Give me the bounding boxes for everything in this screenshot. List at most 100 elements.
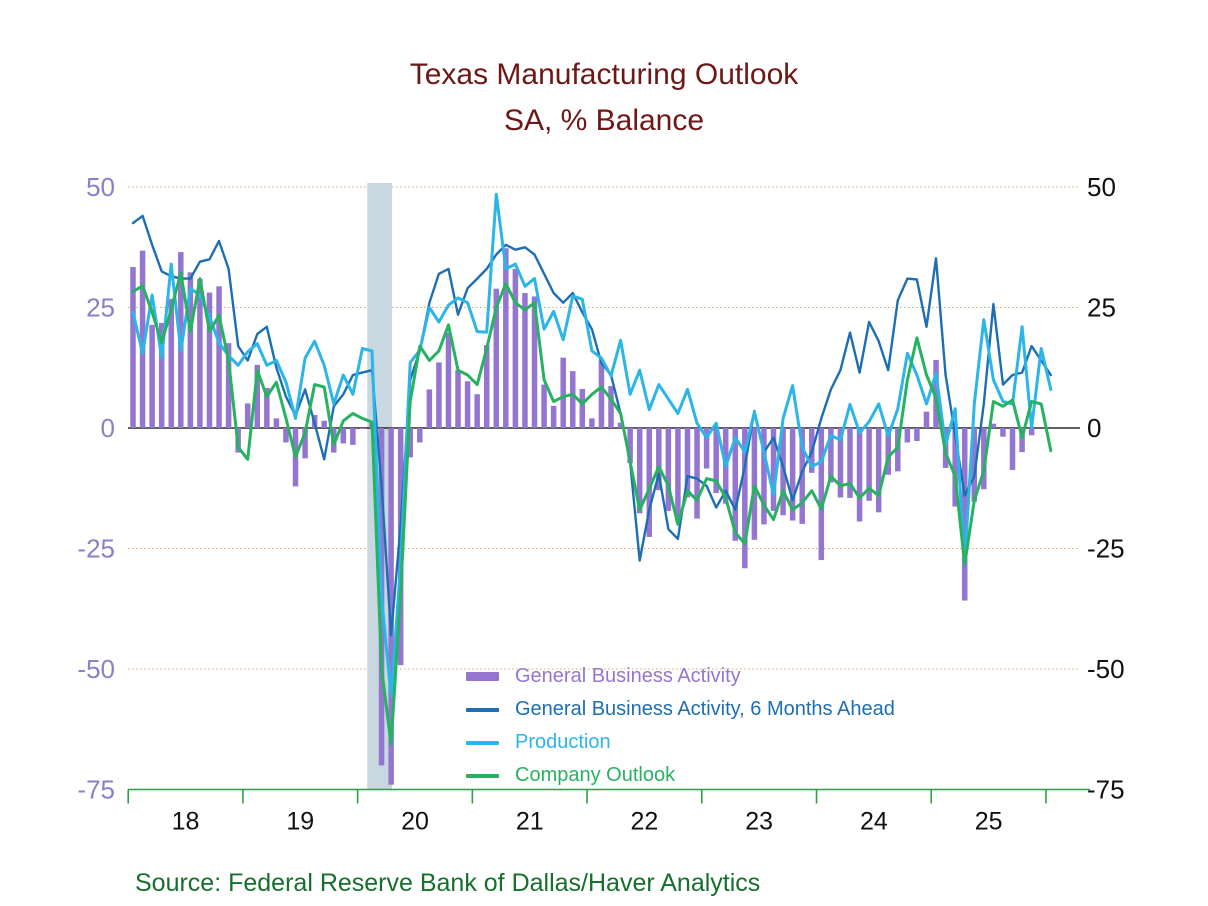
x-year-label: 18 — [172, 808, 200, 836]
bar — [627, 428, 633, 464]
bar — [273, 418, 280, 428]
bar — [579, 388, 586, 428]
legend-swatch-line-icon — [466, 773, 499, 778]
bar — [158, 322, 165, 428]
bar — [206, 292, 213, 428]
bar — [1000, 428, 1006, 437]
line-general-business-activity-6-months-ahead — [131, 214, 1053, 637]
bar — [713, 428, 719, 494]
y-right-label: -25 — [1087, 534, 1125, 564]
bar — [168, 298, 174, 428]
bar — [933, 360, 939, 428]
bar — [923, 411, 930, 428]
y-right-label: 50 — [1087, 172, 1116, 202]
bar — [225, 343, 232, 428]
chart-title-line2: SA, % Balance — [503, 104, 705, 137]
bar — [1028, 428, 1035, 436]
bar — [531, 296, 538, 428]
legend-label: Production — [515, 731, 611, 753]
bar — [684, 428, 691, 498]
bar — [560, 357, 566, 428]
bar — [847, 428, 853, 498]
bar — [130, 267, 136, 428]
bar — [340, 428, 347, 444]
y-right-label: 0 — [1087, 413, 1101, 443]
bar — [1019, 428, 1025, 453]
bar — [866, 428, 872, 501]
bar — [837, 428, 844, 498]
bar — [436, 362, 442, 428]
bar — [914, 428, 920, 442]
bar — [961, 428, 968, 601]
bar — [732, 428, 739, 541]
bar — [904, 428, 911, 443]
bar — [197, 279, 203, 428]
bar — [149, 324, 155, 428]
bar — [636, 428, 643, 514]
bar — [407, 428, 413, 458]
bar — [139, 250, 146, 428]
bar — [302, 428, 308, 459]
bar — [187, 272, 194, 428]
bar — [751, 428, 758, 540]
bar — [703, 428, 710, 469]
bar — [550, 405, 557, 428]
legend-swatch-bar-icon — [466, 672, 499, 681]
bar — [503, 248, 509, 428]
x-axis-labels: 18 19 20 21 22 23 24 25 — [172, 808, 1003, 836]
chart-title: Texas Manufacturing Outlook SA, % Balanc… — [0, 52, 1208, 144]
bar — [244, 403, 251, 428]
bar — [675, 428, 681, 522]
bar — [608, 386, 614, 428]
legend-label: General Business Activity — [515, 665, 741, 687]
bar — [780, 428, 786, 516]
bar — [761, 428, 767, 525]
bar — [895, 428, 901, 472]
bar — [216, 286, 222, 428]
bar — [455, 370, 461, 428]
bar — [512, 268, 519, 428]
bar — [885, 428, 891, 475]
bar — [598, 360, 605, 428]
bar — [474, 394, 480, 428]
bar — [417, 428, 423, 443]
legend-item-gba-6-months-ahead: General Business Activity, 6 Months Ahea… — [466, 693, 895, 726]
bar — [283, 428, 289, 443]
bar — [799, 428, 805, 524]
bar — [464, 381, 471, 428]
chart-legend: General Business Activity General Busine… — [466, 660, 895, 792]
y-left-label: -25 — [77, 534, 115, 564]
x-year-label: 24 — [860, 808, 888, 836]
line-company-outlook — [131, 271, 1053, 746]
bar — [589, 418, 595, 428]
y-left-label: 50 — [86, 172, 115, 202]
bar — [789, 428, 796, 521]
bar — [990, 423, 997, 428]
bar — [770, 428, 777, 511]
legend-item-production: Production — [466, 726, 895, 759]
bar — [971, 428, 978, 502]
y-left-label: 25 — [86, 293, 115, 323]
y-right-label: -50 — [1087, 654, 1125, 684]
bar — [426, 389, 433, 428]
chart-title-line1: Texas Manufacturing Outlook — [409, 58, 799, 91]
y-right-label: -75 — [1087, 775, 1125, 805]
x-year-label: 23 — [745, 808, 773, 836]
bar — [952, 428, 958, 507]
legend-label: Company Outlook — [515, 764, 676, 786]
bar — [483, 345, 490, 428]
bar — [359, 428, 366, 429]
y-axis-labels-right: 50 25 0 -25 -50 -75 — [1087, 172, 1125, 805]
bar — [981, 428, 987, 490]
bar — [694, 428, 700, 519]
bar — [541, 384, 547, 428]
bar — [875, 428, 882, 513]
x-axis — [127, 788, 1090, 804]
legend-swatch-line-icon — [466, 740, 499, 745]
grid-lines — [128, 186, 1080, 670]
bar — [665, 428, 672, 511]
legend-item-general-business-activity: General Business Activity — [466, 660, 895, 693]
line-production — [131, 192, 1053, 698]
bar — [646, 428, 652, 537]
bar — [818, 428, 825, 561]
